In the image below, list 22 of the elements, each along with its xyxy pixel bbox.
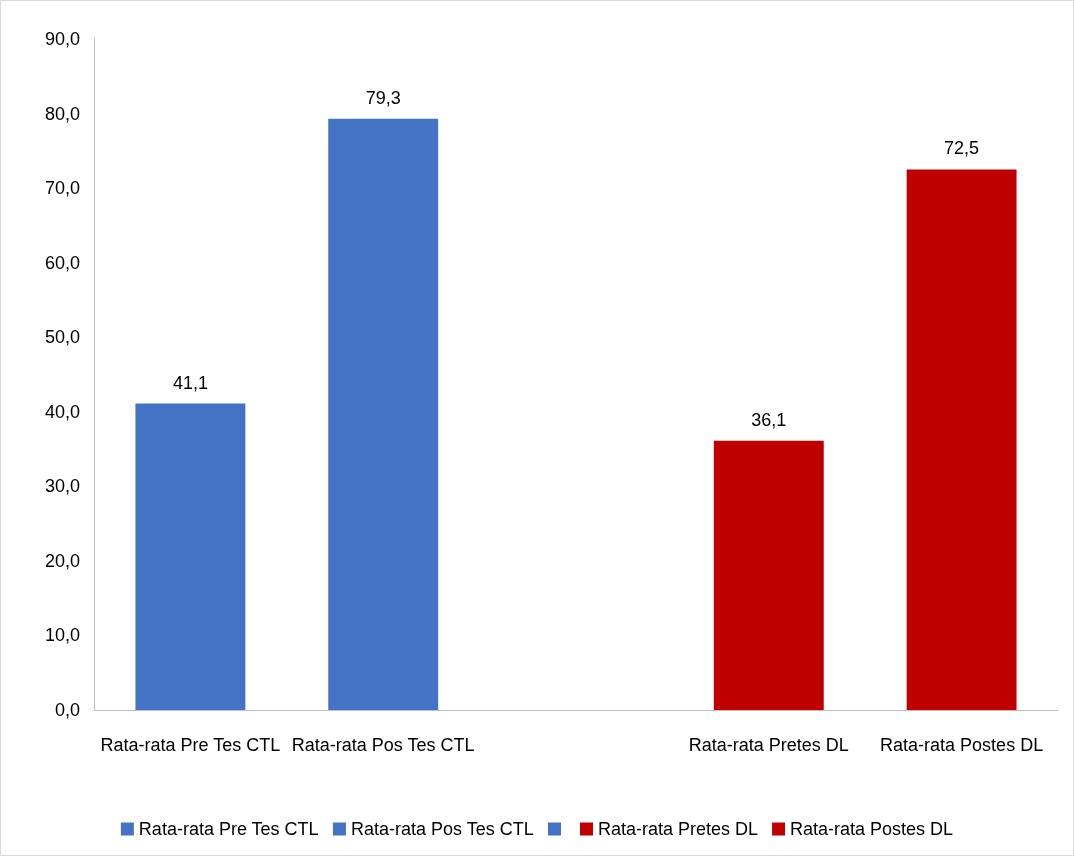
legend-label: Rata-rata Pos Tes CTL [350,819,534,839]
data-label: 36,1 [751,409,787,430]
x-tick-label: Rata-rata Pos Tes CTL [291,735,475,755]
y-tick-label: 60,0 [44,252,80,273]
y-tick-label: 70,0 [44,178,80,199]
data-label: 72,5 [944,138,980,159]
legend-label: Rata-rata Pretes DL [598,819,759,839]
legend-label: Rata-rata Postes DL [790,819,954,839]
y-tick-label: 50,0 [44,327,80,348]
data-label: 41,1 [172,372,208,393]
x-tick-label: Rata-rata Postes DL [880,735,1044,755]
y-tick-label: 20,0 [44,550,80,571]
x-tick-label: Rata-rata Pre Tes CTL [100,735,281,755]
legend-label: Rata-rata Pre Tes CTL [138,819,319,839]
y-tick-label: 40,0 [44,401,80,422]
y-tick-label: 10,0 [44,625,80,646]
y-tick-label: 80,0 [44,103,80,124]
y-tick-label: 0,0 [54,700,80,720]
y-tick-label: 90,0 [44,29,80,49]
y-tick-label: 30,0 [44,476,80,497]
x-tick-label: Rata-rata Pretes DL [688,735,849,755]
data-label: 79,3 [365,87,401,108]
